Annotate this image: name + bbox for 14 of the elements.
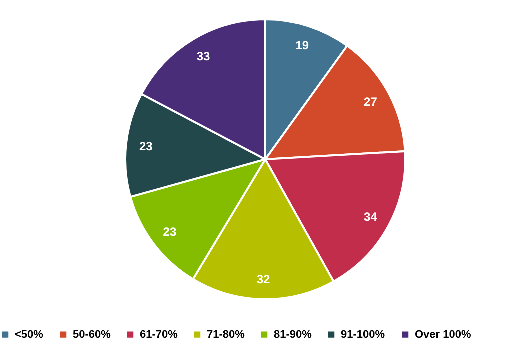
legend-label: 50-60% (73, 328, 112, 341)
data-label: 34 (364, 210, 378, 224)
legend-label: Over 100% (415, 328, 472, 341)
legend-label: <50% (15, 328, 44, 341)
legend-label: 71-80% (207, 328, 246, 341)
legend-label: 81-90% (274, 328, 312, 341)
data-label: 23 (163, 225, 177, 240)
data-label: 23 (140, 140, 154, 154)
data-label: 27 (364, 94, 378, 109)
data-label: 19 (296, 38, 310, 52)
data-label: 33 (196, 50, 211, 64)
legend-label: 91-100% (341, 328, 386, 341)
legend-label: 61-70% (140, 328, 178, 341)
data-label: 32 (256, 272, 271, 286)
